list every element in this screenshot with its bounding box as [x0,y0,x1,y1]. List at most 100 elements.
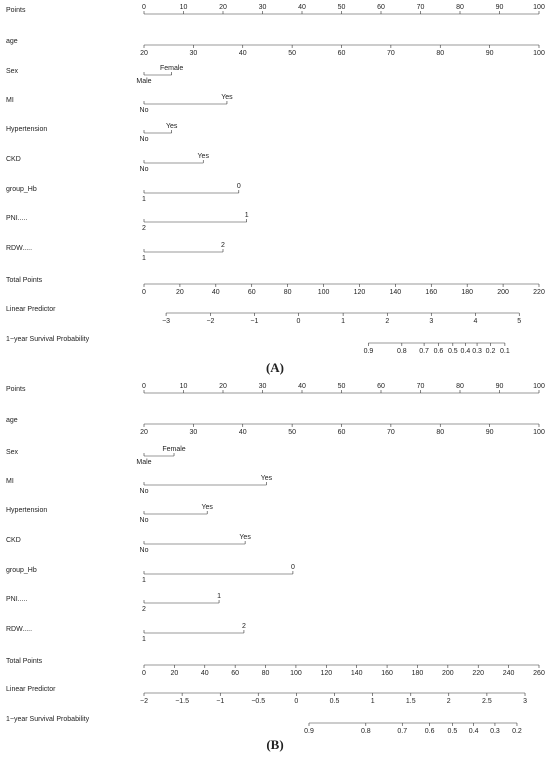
tick-label: 2 [447,698,451,705]
level-label: No [140,488,149,495]
tick-label: 200 [442,670,454,677]
tick-label: 90 [496,383,504,390]
tick-label: 10 [180,383,188,390]
row-label: RDW..... [6,626,32,633]
tick-label: 0.1 [500,348,510,355]
tick-label: 40 [239,429,247,436]
row-label: 1−year Survival Probability [6,716,90,723]
level-label: 2 [142,606,146,613]
tick-label: 50 [288,50,296,57]
tick-label: 2.5 [482,698,492,705]
tick-label: 0 [296,318,300,325]
tick-label: −0.5 [251,698,265,705]
level-label: 0 [291,564,295,571]
row-label: MI [6,97,14,104]
level-label: No [140,107,149,114]
tick-label: 0.9 [304,728,314,735]
tick-label: 80 [284,289,292,296]
tick-label: 160 [381,670,393,677]
tick-label: 0.8 [361,728,371,735]
tick-label: −3 [162,318,170,325]
tick-label: 0.5 [448,348,458,355]
level-label: Female [162,446,185,453]
tick-label: 4 [473,318,477,325]
tick-label: 90 [486,50,494,57]
tick-label: 220 [472,670,484,677]
tick-label: 240 [503,670,515,677]
tick-label: 20 [176,289,184,296]
tick-label: 2 [385,318,389,325]
level-label: No [140,517,149,524]
tick-label: 60 [338,50,346,57]
tick-label: 80 [262,670,270,677]
tick-label: 140 [351,670,363,677]
tick-label: 1 [341,318,345,325]
panel-label: (B) [266,737,283,752]
tick-label: −1 [250,318,258,325]
tick-label: 30 [189,429,197,436]
tick-label: 0.9 [364,348,374,355]
row-label: PNI..... [6,215,27,222]
row-label: Sex [6,449,19,456]
row-label: 1−year Survival Probability [6,336,90,343]
tick-label: −2 [206,318,214,325]
tick-label: 0 [294,698,298,705]
tick-label: 90 [496,4,504,11]
level-label: 2 [142,225,146,232]
level-label: Yes [201,504,213,511]
tick-label: 60 [338,429,346,436]
tick-label: 180 [461,289,473,296]
tick-label: 60 [377,383,385,390]
level-label: 1 [142,636,146,643]
tick-label: 20 [219,4,227,11]
tick-label: 0.4 [461,348,471,355]
tick-label: 0.7 [397,728,407,735]
tick-label: 0.2 [512,728,522,735]
tick-label: 1.5 [406,698,416,705]
tick-label: 0.4 [469,728,479,735]
level-label: 1 [142,255,146,262]
tick-label: 70 [387,429,395,436]
level-label: 2 [221,242,225,249]
row-label: Total Points [6,277,43,284]
tick-label: 200 [497,289,509,296]
row-label: group_Hb [6,567,37,574]
tick-label: 0.2 [486,348,496,355]
level-label: Female [160,65,183,72]
tick-label: 0.6 [434,348,444,355]
tick-label: 80 [436,50,444,57]
tick-label: 100 [290,670,302,677]
row-label: Hypertension [6,507,47,514]
row-label: group_Hb [6,186,37,193]
level-label: Yes [198,153,210,160]
level-label: Male [136,459,151,466]
tick-label: 80 [436,429,444,436]
tick-label: 100 [533,383,545,390]
tick-label: 70 [417,383,425,390]
tick-label: 0 [142,289,146,296]
level-label: Male [136,78,151,85]
tick-label: 0.6 [425,728,435,735]
tick-label: 0 [142,670,146,677]
level-label: Yes [261,475,273,482]
tick-label: 30 [189,50,197,57]
level-label: 2 [242,623,246,630]
tick-label: 30 [259,4,267,11]
tick-label: 0.5 [448,728,458,735]
level-label: No [140,547,149,554]
tick-label: 60 [231,670,239,677]
tick-label: 90 [486,429,494,436]
level-label: No [140,136,149,143]
tick-label: 0.5 [330,698,340,705]
row-label: Points [6,7,26,14]
row-label: RDW..... [6,245,32,252]
level-label: Yes [239,534,251,541]
tick-label: 5 [517,318,521,325]
row-label: age [6,417,18,424]
tick-label: 60 [248,289,256,296]
level-label: 1 [245,212,249,219]
tick-label: 20 [140,429,148,436]
tick-label: 100 [533,4,545,11]
tick-label: 40 [212,289,220,296]
